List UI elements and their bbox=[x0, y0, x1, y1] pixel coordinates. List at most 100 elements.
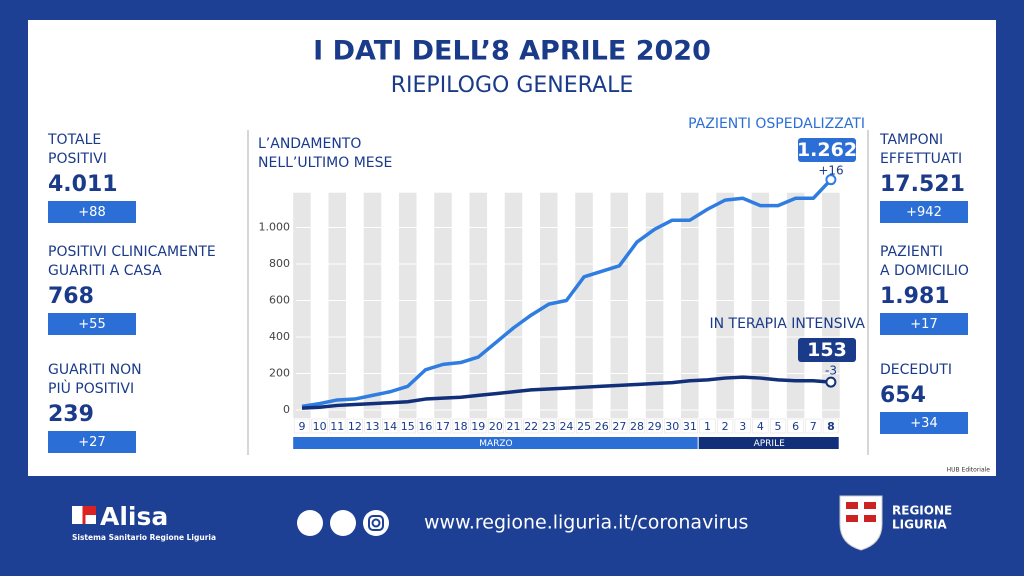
x-label-bg bbox=[311, 418, 328, 434]
stat-delta-box bbox=[48, 313, 136, 335]
x-label-bg bbox=[681, 418, 698, 434]
column-stripe bbox=[733, 192, 752, 418]
stat-value: 4.011 bbox=[48, 172, 118, 197]
x-tick-label: 30 bbox=[665, 420, 679, 433]
column-stripe bbox=[698, 192, 717, 418]
stat-label: DECEDUTI bbox=[880, 362, 952, 378]
x-tick-label: 15 bbox=[401, 420, 415, 433]
x-tick-label: 26 bbox=[595, 420, 609, 433]
series-name: IN TERAPIA INTENSIVA bbox=[709, 316, 865, 332]
value-label: 1.262 bbox=[797, 139, 857, 161]
stat-label: POSITIVI bbox=[48, 151, 107, 167]
column-stripe bbox=[804, 192, 823, 418]
column-stripe bbox=[557, 192, 576, 418]
x-label-bg bbox=[734, 418, 751, 434]
series-line bbox=[301, 178, 833, 409]
x-tick-label: 5 bbox=[775, 420, 782, 433]
column-stripe bbox=[504, 192, 523, 418]
x-label-bg bbox=[611, 418, 628, 434]
y-tick-label: 800 bbox=[269, 257, 290, 270]
facebook-icon[interactable] bbox=[297, 510, 323, 536]
x-tick-label: 12 bbox=[348, 420, 362, 433]
chart-title: L’ANDAMENTO bbox=[258, 136, 361, 152]
instagram-glyph bbox=[371, 518, 381, 528]
x-label-bg bbox=[487, 418, 504, 434]
month-label: MARZO bbox=[479, 439, 512, 449]
x-label-bg bbox=[646, 418, 663, 434]
column-stripe bbox=[522, 192, 541, 418]
instagram-icon[interactable] bbox=[363, 510, 389, 536]
x-label-bg bbox=[329, 418, 346, 434]
stat-label: PAZIENTI bbox=[880, 244, 943, 260]
x-tick-label: 14 bbox=[383, 420, 397, 433]
x-tick-label: 27 bbox=[612, 420, 626, 433]
x-tick-label: 16 bbox=[418, 420, 432, 433]
x-tick-label: 19 bbox=[471, 420, 485, 433]
stat-delta: +34 bbox=[910, 416, 937, 431]
x-tick-label: 20 bbox=[489, 420, 503, 433]
column-stripe bbox=[346, 192, 364, 418]
x-tick-label: 4 bbox=[757, 420, 764, 433]
x-tick-label: 8 bbox=[827, 420, 835, 433]
x-tick-label: 31 bbox=[683, 420, 697, 433]
month-label: APRILE bbox=[754, 439, 786, 449]
x-tick-label: 13 bbox=[366, 420, 380, 433]
stat-delta-box bbox=[880, 313, 968, 335]
x-tick-label: 17 bbox=[436, 420, 450, 433]
stat-label: GUARITI NON bbox=[48, 362, 142, 378]
last-point bbox=[825, 376, 837, 388]
x-label-bg bbox=[399, 418, 416, 434]
url[interactable]: www.regione.liguria.it/coronavirus bbox=[424, 512, 748, 534]
stat-value: 1.981 bbox=[880, 284, 950, 309]
last-point bbox=[825, 174, 837, 186]
column-stripe bbox=[610, 192, 629, 418]
x-label-bg bbox=[699, 418, 716, 434]
month-band bbox=[293, 437, 698, 449]
column-stripe bbox=[487, 192, 505, 418]
column-stripe bbox=[645, 192, 664, 418]
column-stripe bbox=[416, 192, 435, 418]
column-stripe bbox=[716, 192, 734, 418]
y-tick-label: 0 bbox=[283, 403, 290, 416]
column-stripe bbox=[363, 192, 382, 418]
stat-label: TOTALE bbox=[47, 132, 101, 148]
twitter-icon[interactable] bbox=[330, 510, 356, 536]
x-label-bg bbox=[717, 418, 734, 434]
column-stripe bbox=[293, 192, 311, 418]
stat-delta: +17 bbox=[910, 317, 937, 332]
stat-value: 768 bbox=[48, 284, 94, 309]
month-band bbox=[698, 437, 839, 449]
x-label-bg bbox=[576, 418, 593, 434]
x-tick-label: 24 bbox=[559, 420, 573, 433]
credit: HUB Editoriale bbox=[947, 467, 991, 474]
x-tick-label: 10 bbox=[313, 420, 327, 433]
region-shield-cross bbox=[846, 509, 876, 515]
x-tick-label: 28 bbox=[630, 420, 644, 433]
delta-label: +16 bbox=[818, 164, 843, 178]
column-stripe bbox=[398, 192, 417, 418]
y-tick-label: 600 bbox=[269, 294, 290, 307]
value-label: 153 bbox=[807, 339, 847, 361]
column-stripe bbox=[681, 192, 699, 418]
x-label-bg bbox=[523, 418, 540, 434]
stat-label: A DOMICILIO bbox=[880, 263, 969, 279]
x-label-bg bbox=[452, 418, 469, 434]
y-tick-label: 400 bbox=[269, 330, 290, 343]
x-label-bg bbox=[505, 418, 522, 434]
x-label-bg bbox=[364, 418, 381, 434]
x-tick-label: 23 bbox=[542, 420, 556, 433]
title: I DATI DELL’8 APRILE 2020 bbox=[313, 36, 711, 67]
column-stripe bbox=[310, 192, 329, 418]
stat-delta: +88 bbox=[78, 205, 105, 220]
column-stripe bbox=[575, 192, 593, 418]
stat-delta: +55 bbox=[78, 317, 105, 332]
instagram-glyph bbox=[368, 515, 384, 531]
stat-delta-box bbox=[48, 201, 136, 223]
x-tick-label: 6 bbox=[792, 420, 799, 433]
stat-delta: +942 bbox=[906, 205, 942, 220]
column-stripe bbox=[769, 192, 787, 418]
x-label-bg bbox=[293, 418, 311, 434]
column-stripe bbox=[381, 192, 399, 418]
x-label-bg bbox=[346, 418, 363, 434]
